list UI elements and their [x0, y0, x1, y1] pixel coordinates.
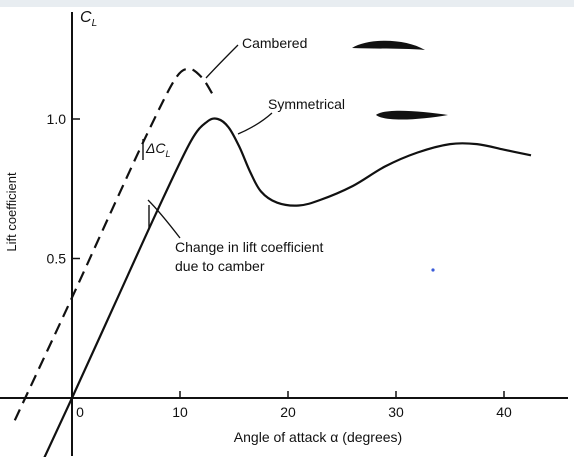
series-line-cambered — [13, 67, 214, 421]
cambered-airfoil-icon — [352, 40, 425, 50]
leader-line-change — [147, 199, 181, 239]
annotation-delta-cl-main: ΔC — [145, 140, 166, 156]
x-tick-label: 30 — [388, 404, 404, 420]
delta-cl-bracket — [142, 139, 150, 228]
leader-line-cambered — [205, 44, 239, 79]
y-axis-symbol-sub: L — [92, 18, 98, 29]
leader-line-symmetrical — [237, 112, 273, 135]
symmetrical-airfoil-icon — [376, 110, 448, 120]
annotation-cambered: Cambered — [242, 35, 307, 51]
annotation-delta-cl: ΔCL — [145, 140, 171, 159]
x-tick-label: 0 — [76, 404, 84, 420]
annotation-delta-cl-sub: L — [166, 149, 171, 159]
y-tick-label: 1.0 — [47, 111, 67, 127]
y-ticks-group: 0.5 1.0 — [47, 111, 80, 267]
top-border-strip — [0, 0, 574, 7]
y-axis-symbol-main: C — [80, 9, 92, 26]
y-tick-label: 0.5 — [47, 251, 67, 267]
x-tick-label: 20 — [280, 404, 296, 420]
series-line-symmetrical — [43, 117, 532, 457]
y-axis-symbol: CL — [80, 9, 97, 29]
annotation-change-line-2: due to camber — [175, 258, 265, 274]
annotation-change-line-1: Change in lift coefficient — [175, 239, 323, 255]
x-tick-label: 40 — [496, 404, 512, 420]
y-axis-label: Lift coefficient — [4, 172, 19, 252]
annotation-symmetrical: Symmetrical — [268, 96, 345, 112]
x-axis-label: Angle of attack α (degrees) — [234, 429, 402, 445]
x-tick-label: 10 — [172, 404, 188, 420]
x-ticks-group: 0 10 20 30 40 — [71, 391, 512, 420]
stray-dot — [431, 268, 435, 272]
